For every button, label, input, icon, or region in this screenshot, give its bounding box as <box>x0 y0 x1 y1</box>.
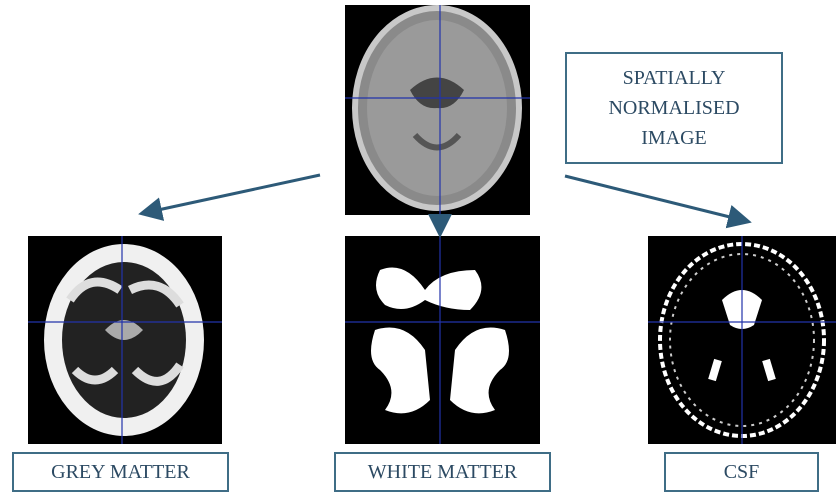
arrow <box>138 173 321 221</box>
label-line: SPATIALLY <box>622 67 726 89</box>
label-line: IMAGE <box>641 127 707 149</box>
label-line: NORMALISED <box>608 97 740 119</box>
source-image <box>345 5 530 215</box>
arrow <box>564 174 752 229</box>
output-label: CSF <box>664 452 819 492</box>
grey-matter-image <box>28 236 222 444</box>
csf-image <box>648 236 836 444</box>
output-label: WHITE MATTER <box>334 452 551 492</box>
source-label: SPATIALLY NORMALISED IMAGE <box>565 52 783 164</box>
output-label: GREY MATTER <box>12 452 229 492</box>
white-matter-image <box>345 236 540 444</box>
